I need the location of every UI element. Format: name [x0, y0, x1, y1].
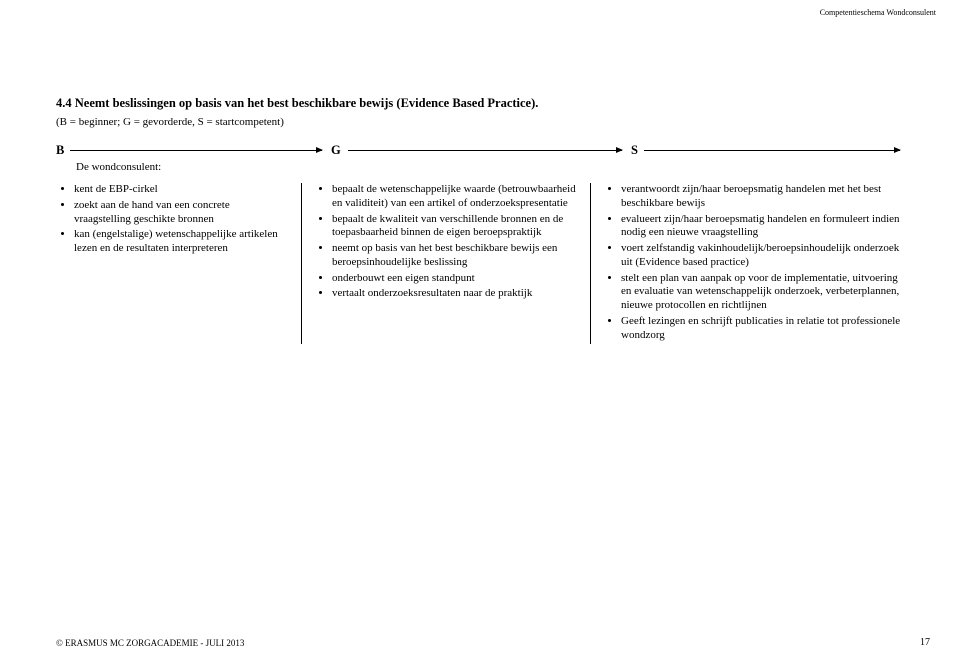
list-item: zoekt aan de hand van een concrete vraag… [74, 199, 289, 227]
section-number: 4.4 [56, 96, 72, 110]
col-b-list: kent de EBP-cirkel zoekt aan de hand van… [56, 183, 289, 256]
list-item: vertaalt onderzoeksresultaten naar de pr… [332, 287, 578, 301]
label-s: S [631, 143, 638, 159]
label-g: G [331, 143, 341, 159]
list-item: voert zelfstandig vakinhoudelijk/beroeps… [621, 242, 904, 270]
column-s: verantwoordt zijn/haar beroepsmatig hand… [591, 183, 904, 344]
doc-header-title: Competentieschema Wondconsulent [820, 8, 936, 18]
list-item: Geeft lezingen en schrijft publicaties i… [621, 315, 904, 343]
list-item: bepaalt de wetenschappelijke waarde (bet… [332, 183, 578, 211]
list-item: kent de EBP-cirkel [74, 183, 289, 197]
col-s-list: verantwoordt zijn/haar beroepsmatig hand… [603, 183, 904, 342]
list-item: onderbouwt een eigen standpunt [332, 272, 578, 286]
section-title: 4.4 Neemt beslissingen op basis van het … [56, 96, 904, 112]
column-b: kent de EBP-cirkel zoekt aan de hand van… [56, 183, 301, 344]
list-item: evalueert zijn/haar beroepsmatig handele… [621, 213, 904, 241]
label-b: B [56, 143, 64, 159]
intro-text: De wondconsulent: [76, 161, 904, 175]
list-item: bepaalt de kwaliteit van verschillende b… [332, 213, 578, 241]
section-legend: (B = beginner; G = gevorderde, S = start… [56, 116, 904, 130]
section-title-text: Neemt beslissingen op basis van het best… [75, 96, 539, 110]
footer-left: © ERASMUS MC ZORGACADEMIE - JULI 2013 [56, 638, 244, 649]
col-g-list: bepaalt de wetenschappelijke waarde (bet… [314, 183, 578, 301]
arrow-s-end [644, 150, 900, 151]
bgs-arrow-row: B G S [56, 143, 904, 159]
list-item: neemt op basis van het best beschikbare … [332, 242, 578, 270]
arrow-b-g [70, 150, 322, 151]
page: Competentieschema Wondconsulent 4.4 Neem… [0, 0, 960, 667]
footer-page-number: 17 [920, 637, 930, 650]
arrow-g-s [348, 150, 622, 151]
list-item: stelt een plan van aanpak op voor de imp… [621, 272, 904, 313]
list-item: verantwoordt zijn/haar beroepsmatig hand… [621, 183, 904, 211]
list-item: kan (engelstalige) wetenschappelijke art… [74, 228, 289, 256]
content-area: 4.4 Neemt beslissingen op basis van het … [56, 96, 904, 344]
columns: kent de EBP-cirkel zoekt aan de hand van… [56, 183, 904, 344]
column-g: bepaalt de wetenschappelijke waarde (bet… [301, 183, 591, 344]
